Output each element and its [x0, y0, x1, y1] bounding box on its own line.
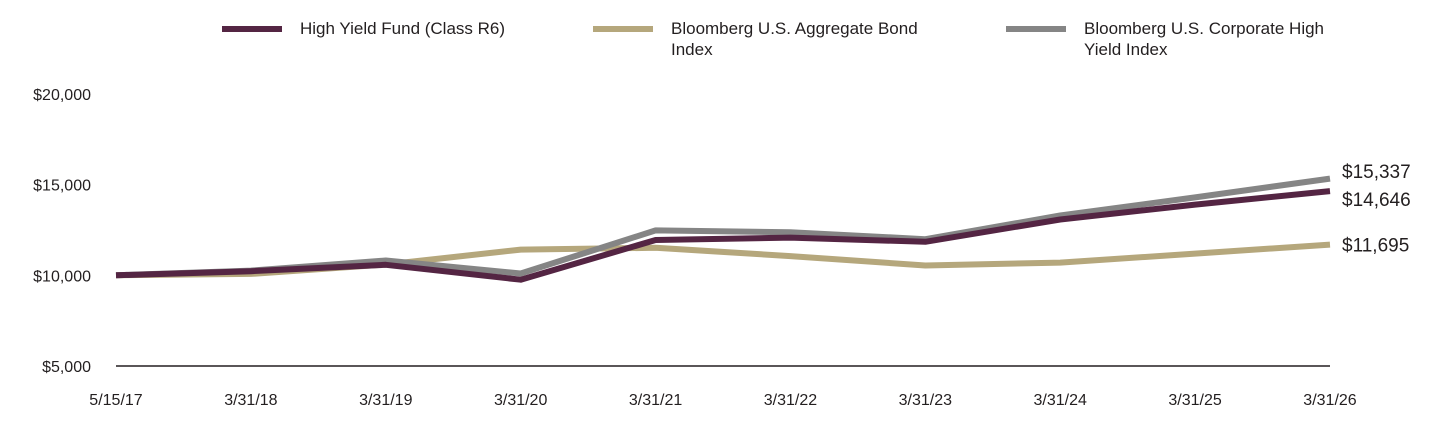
end-value-label: $11,695 — [1342, 236, 1409, 257]
end-value-label: $14,646 — [1342, 190, 1411, 211]
x-tick-label: 3/31/18 — [224, 392, 277, 409]
y-tick-label: $15,000 — [33, 178, 91, 195]
y-tick-label: $10,000 — [33, 268, 91, 285]
legend-item-high-yield-fund: High Yield Fund (Class R6) — [222, 18, 540, 39]
x-tick-label: 3/31/20 — [494, 392, 547, 409]
x-tick-label: 3/31/24 — [1034, 392, 1087, 409]
legend-swatch-aggregate-bond-index — [593, 26, 653, 32]
end-value-label: $15,337 — [1342, 162, 1411, 183]
legend-label-corporate-high-yield-index: Bloomberg U.S. Corporate High Yield Inde… — [1084, 19, 1325, 59]
x-tick-label: 3/31/25 — [1168, 392, 1221, 409]
series-line-0 — [115, 188, 1331, 283]
series-line-2 — [115, 175, 1331, 279]
legend-item-aggregate-bond-index: Bloomberg U.S. Aggregate Bond Index — [593, 18, 941, 60]
x-tick-label: 3/31/22 — [764, 392, 817, 409]
x-tick-label: 3/31/19 — [359, 392, 412, 409]
legend-label-high-yield-fund: High Yield Fund (Class R6) — [300, 19, 506, 38]
x-tick-label: 3/31/26 — [1303, 392, 1356, 409]
x-tick-label: 5/15/17 — [89, 392, 142, 409]
legend-label-aggregate-bond-index: Bloomberg U.S. Aggregate Bond Index — [671, 19, 918, 59]
x-tick-label: 3/31/21 — [629, 392, 682, 409]
y-tick-label: $20,000 — [33, 87, 91, 104]
legend-item-corporate-high-yield-index: Bloomberg U.S. Corporate High Yield Inde… — [1006, 18, 1344, 60]
legend-swatch-corporate-high-yield-index — [1006, 26, 1066, 32]
x-tick-label: 3/31/23 — [899, 392, 952, 409]
y-tick-label: $5,000 — [42, 359, 91, 376]
legend-swatch-high-yield-fund — [222, 26, 282, 32]
